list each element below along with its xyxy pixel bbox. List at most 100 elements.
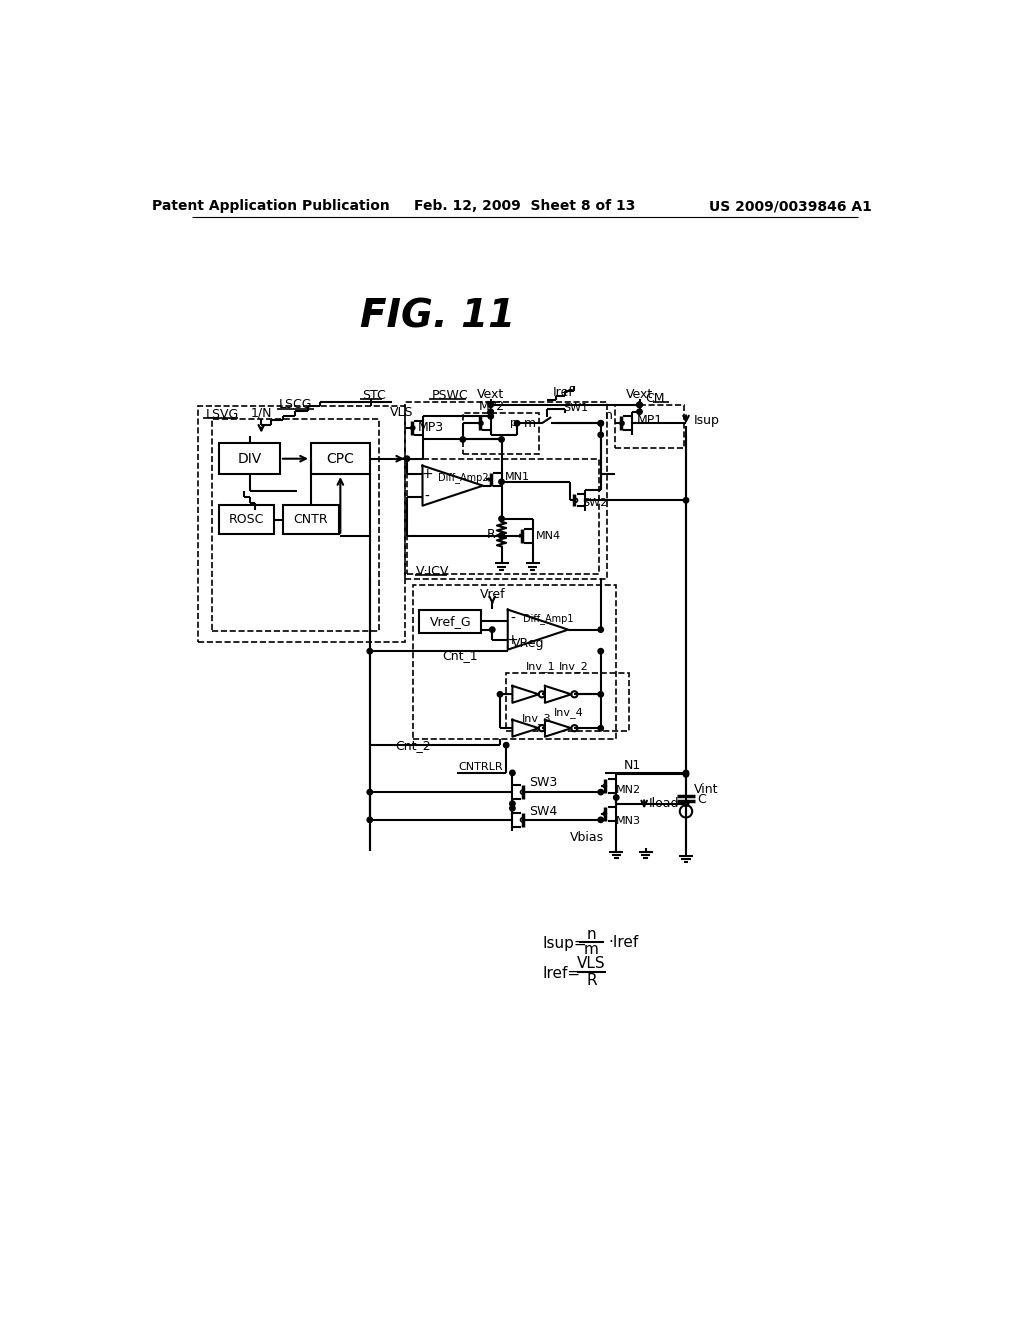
Polygon shape — [545, 686, 571, 702]
Circle shape — [637, 403, 642, 408]
Circle shape — [598, 421, 603, 426]
Circle shape — [367, 817, 373, 822]
Text: Vbias: Vbias — [569, 832, 604, 843]
Circle shape — [683, 770, 689, 776]
Circle shape — [489, 627, 495, 632]
Bar — [283, 506, 339, 535]
Text: Cnt_2: Cnt_2 — [395, 739, 431, 751]
Circle shape — [514, 421, 520, 426]
Bar — [414, 585, 616, 739]
Text: Iref=: Iref= — [543, 965, 581, 981]
Circle shape — [598, 692, 603, 697]
Bar — [198, 407, 406, 642]
Circle shape — [499, 533, 504, 539]
Text: Vext: Vext — [626, 388, 653, 400]
Text: CNTRLR: CNTRLR — [458, 762, 503, 772]
Polygon shape — [512, 719, 539, 737]
Text: CPC: CPC — [327, 451, 354, 466]
Circle shape — [367, 648, 373, 653]
Text: n: n — [604, 409, 612, 422]
Circle shape — [598, 627, 603, 632]
Circle shape — [598, 432, 603, 437]
Text: Inv_2: Inv_2 — [559, 661, 589, 672]
Text: V·ICV: V·ICV — [417, 565, 450, 578]
Circle shape — [598, 726, 603, 731]
Text: ROSC: ROSC — [229, 513, 264, 527]
Text: Vint: Vint — [693, 783, 718, 796]
Text: MN4: MN4 — [536, 531, 561, 541]
Text: Diff_Amp2: Diff_Amp2 — [438, 473, 488, 483]
Text: Diff_Amp1: Diff_Amp1 — [523, 614, 573, 624]
Circle shape — [510, 801, 515, 807]
Text: Cnt_1: Cnt_1 — [442, 649, 478, 663]
Text: SW1: SW1 — [563, 403, 589, 413]
Bar — [420, 610, 481, 632]
Text: m: m — [584, 942, 599, 957]
Circle shape — [499, 516, 504, 521]
Text: -: - — [425, 490, 430, 504]
Text: CM: CM — [645, 392, 665, 405]
Bar — [219, 444, 280, 474]
Text: p: p — [510, 418, 517, 428]
Bar — [212, 418, 379, 631]
Text: FIG. 11: FIG. 11 — [360, 297, 515, 335]
Circle shape — [637, 409, 642, 414]
Circle shape — [683, 498, 689, 503]
Text: MP3: MP3 — [418, 421, 444, 434]
Circle shape — [510, 770, 515, 776]
Polygon shape — [423, 466, 483, 506]
Bar — [614, 405, 684, 447]
Text: LSCG: LSCG — [280, 399, 312, 412]
Text: -: - — [510, 612, 515, 626]
Circle shape — [613, 795, 618, 800]
Text: n: n — [587, 927, 596, 942]
Circle shape — [598, 789, 603, 795]
Text: N1: N1 — [624, 759, 641, 772]
Text: MN2: MN2 — [616, 785, 641, 795]
Text: Iref: Iref — [553, 385, 573, 399]
Text: MP1: MP1 — [636, 413, 663, 426]
Text: C: C — [697, 792, 707, 805]
Text: STC: STC — [362, 389, 386, 403]
Circle shape — [460, 437, 466, 442]
Text: MP2: MP2 — [479, 400, 505, 413]
Text: CNTR: CNTR — [294, 513, 329, 527]
Bar — [506, 673, 629, 731]
Circle shape — [488, 409, 494, 414]
Circle shape — [488, 403, 494, 408]
Text: MN3: MN3 — [616, 816, 641, 825]
Text: 1/N: 1/N — [251, 407, 272, 418]
Circle shape — [499, 437, 504, 442]
Text: VLS: VLS — [578, 956, 606, 972]
Bar — [406, 401, 607, 579]
Circle shape — [598, 421, 603, 426]
Circle shape — [510, 805, 515, 810]
Bar — [463, 413, 539, 454]
Circle shape — [404, 455, 410, 462]
Text: US 2009/0039846 A1: US 2009/0039846 A1 — [710, 199, 872, 213]
Text: m: m — [523, 417, 536, 430]
Text: Iload: Iload — [649, 797, 679, 810]
Circle shape — [488, 413, 494, 418]
Text: Vext: Vext — [477, 388, 505, 400]
Text: Vref_G: Vref_G — [430, 615, 471, 628]
Bar — [311, 444, 370, 474]
Text: VReg: VReg — [512, 638, 545, 649]
Text: Inv_1: Inv_1 — [526, 661, 556, 672]
Circle shape — [637, 403, 642, 408]
Text: +: + — [507, 634, 518, 647]
Text: Isup=: Isup= — [543, 936, 587, 952]
Text: Vref: Vref — [479, 589, 505, 602]
Text: Inv_4: Inv_4 — [554, 708, 584, 718]
Text: R: R — [586, 973, 597, 989]
Text: PSWC: PSWC — [432, 389, 468, 403]
Text: Feb. 12, 2009  Sheet 8 of 13: Feb. 12, 2009 Sheet 8 of 13 — [414, 199, 636, 213]
Circle shape — [598, 817, 603, 822]
Circle shape — [367, 789, 373, 795]
Text: Isup: Isup — [693, 413, 720, 426]
Text: MN1: MN1 — [505, 473, 529, 482]
Text: DIV: DIV — [238, 451, 262, 466]
Polygon shape — [508, 610, 568, 649]
Polygon shape — [512, 686, 539, 702]
Circle shape — [498, 692, 503, 697]
